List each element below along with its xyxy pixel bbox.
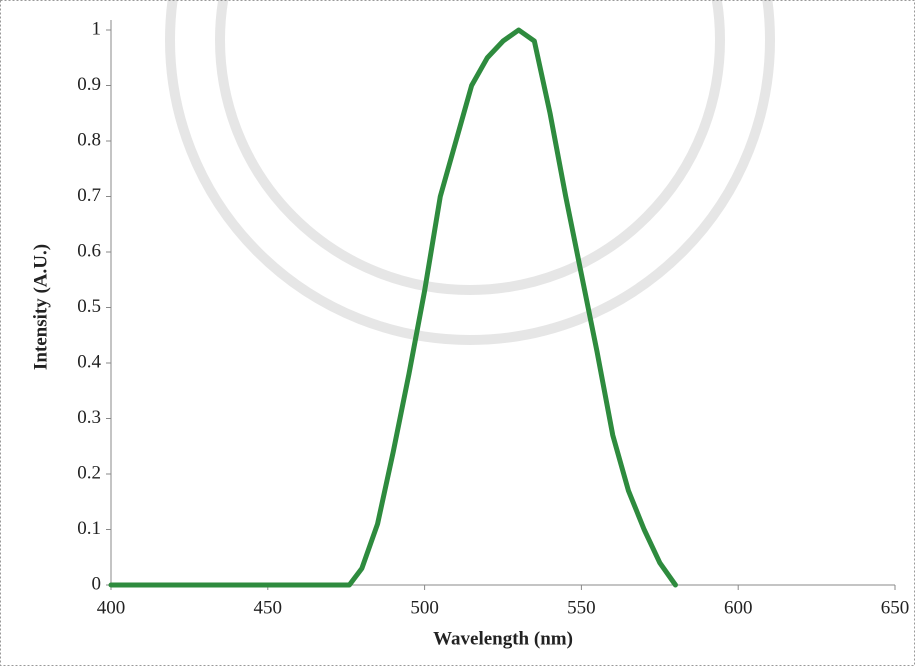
watermark	[165, 0, 775, 345]
y-tick-label: 0.3	[77, 407, 101, 428]
y-tick-label: 0.4	[77, 351, 101, 372]
x-tick-label: 450	[254, 597, 283, 618]
x-axis-title: Wavelength (nm)	[433, 628, 573, 649]
y-tick-label: 0.7	[77, 185, 101, 206]
y-tick-label: 0.2	[77, 462, 101, 483]
y-tick-label: 0.8	[77, 129, 101, 150]
y-tick-label: 0.5	[77, 296, 101, 317]
data-line	[108, 27, 678, 588]
y-tick-label: 0.6	[77, 240, 101, 261]
x-tick-label: 550	[567, 597, 596, 618]
y-tick-label: 1	[92, 18, 102, 39]
y-axis-title: Intensity (A.U.)	[30, 244, 51, 370]
x-tick-label: 650	[881, 597, 910, 618]
x-tick-label: 500	[410, 597, 439, 618]
y-tick-label: 0.9	[77, 74, 101, 95]
y-tick-label: 0	[92, 573, 102, 594]
x-tick-label: 600	[724, 597, 753, 618]
y-tick-label: 0.1	[77, 518, 101, 539]
x-tick-label: 400	[97, 597, 126, 618]
